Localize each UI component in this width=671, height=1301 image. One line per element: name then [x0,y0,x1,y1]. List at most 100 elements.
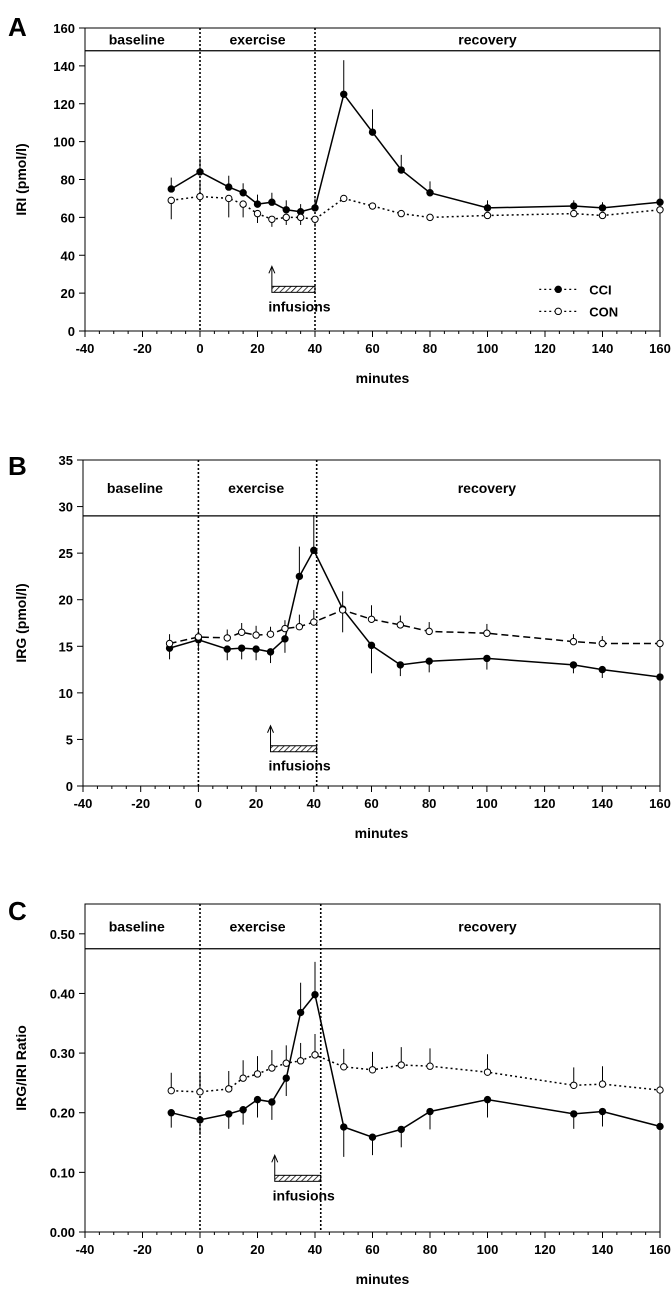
phase-label-recovery: recovery [458,918,517,934]
x-tick-label: 160 [649,1242,671,1257]
x-tick-label: 60 [364,796,378,811]
y-tick-label: 40 [61,248,75,263]
x-tick-label: 100 [477,1242,499,1257]
data-point [239,1106,247,1114]
y-tick-label: 35 [59,453,73,468]
x-tick-label: 160 [649,341,671,356]
x-tick-label: 40 [307,796,321,811]
data-point [311,204,319,212]
phase-label-recovery: recovery [458,31,517,47]
data-point [570,202,578,210]
y-tick-label: 10 [59,686,73,701]
data-point [483,654,491,663]
y-tick-label: 140 [53,59,75,74]
data-point [396,661,405,669]
y-axis-title: IRG (pmol/l) [13,583,29,662]
x-tick-label: -20 [131,796,150,811]
x-tick-label: -20 [133,1242,152,1257]
x-tick-label: -40 [74,796,93,811]
data-point [165,639,174,648]
data-point [167,196,175,205]
data-point [268,198,276,206]
panel-letter: A [8,12,27,42]
x-tick-label: 60 [365,341,379,356]
data-point [167,185,175,193]
infusion-bar [274,1174,322,1182]
x-tick-label: 20 [249,796,263,811]
data-point [311,990,319,999]
data-point [425,627,433,636]
infusion-arrow-head [267,724,274,733]
x-tick-label: -40 [76,1242,95,1257]
data-point [223,645,231,653]
y-axis-title: IRI (pmol/l) [13,143,29,215]
data-point [167,1086,175,1095]
data-point [426,213,434,222]
data-point [569,661,578,669]
data-point [295,623,304,631]
infusion-label: infusions [273,1187,335,1203]
x-tick-label: 120 [534,796,556,811]
data-point [426,1062,434,1070]
data-point [282,1059,290,1067]
data-point [397,1061,405,1069]
data-point [282,213,290,222]
data-point [311,215,319,223]
x-tick-label: 40 [308,1242,322,1257]
series-line-cci [169,548,661,678]
x-axis-title: minutes [356,370,410,386]
y-tick-label: 20 [61,286,75,301]
data-point [310,618,318,626]
infusion-bar [270,745,318,753]
data-point [483,211,492,220]
data-point [570,209,578,218]
data-point [223,634,231,642]
data-point [296,213,305,222]
x-tick-label: -20 [133,341,152,356]
series-line-con [169,609,660,645]
phase-label-baseline: baseline [109,918,165,934]
data-point [340,194,348,203]
data-point [397,1125,405,1134]
data-point [296,1008,305,1017]
infusion-arrow-head [271,1154,279,1163]
series-cci [167,961,664,1157]
x-tick-label: 0 [195,796,202,811]
data-point [196,192,204,201]
data-point [252,631,260,639]
x-tick-label: 100 [476,796,498,811]
x-tick-label: 20 [250,341,264,356]
data-point [282,206,290,214]
y-tick-label: 0.30 [50,1046,75,1061]
data-point [252,645,260,653]
y-tick-label: 30 [59,500,73,515]
y-tick-label: 0.40 [50,986,75,1001]
y-tick-label: 80 [61,173,75,188]
data-point [239,200,247,208]
data-point [368,202,377,210]
data-point [253,200,262,208]
legend-marker-cci [554,285,562,294]
phase-label-exercise: exercise [229,31,285,47]
y-tick-label: 15 [59,639,73,654]
data-point [483,204,492,212]
phase-label-recovery: recovery [458,480,517,496]
data-point [656,206,664,214]
series-con [167,1034,664,1096]
infusion-label: infusions [268,298,330,314]
series-cci [167,60,664,216]
data-point [196,168,204,176]
data-point [239,189,247,197]
series-con [165,591,664,648]
x-tick-label: 80 [423,1242,437,1257]
data-point [268,1064,276,1072]
y-axis-title: IRG/IRI Ratio [13,1025,29,1111]
data-point [368,128,377,136]
panel-letter: C [8,896,27,926]
panel-letter: B [8,451,27,481]
y-tick-label: 160 [53,21,75,36]
y-tick-label: 120 [53,97,75,112]
x-tick-label: -40 [76,341,95,356]
data-point [397,166,405,174]
